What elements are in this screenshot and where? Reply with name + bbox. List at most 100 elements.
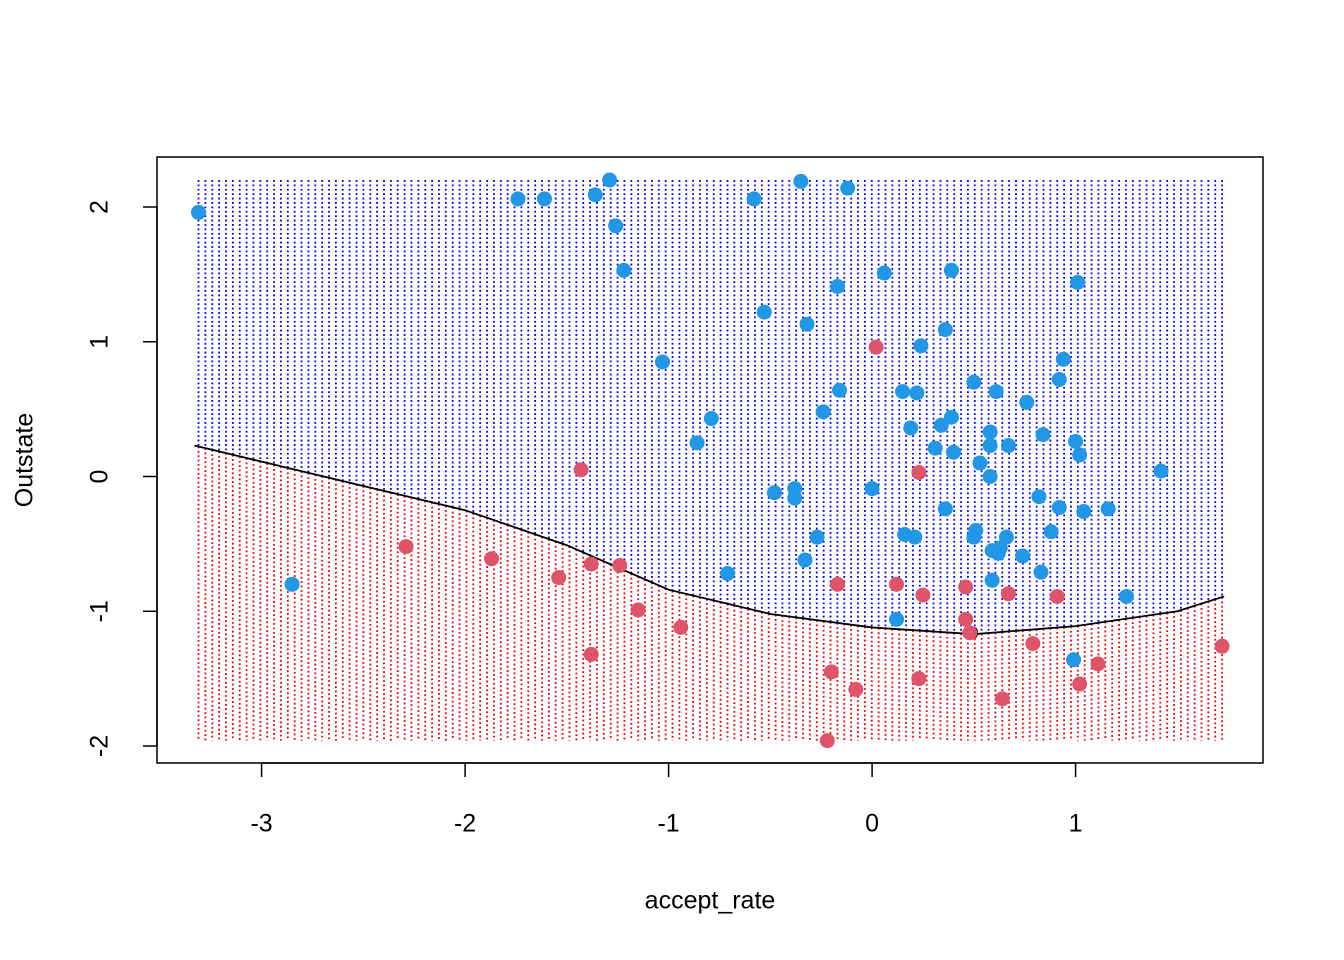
point — [984, 572, 1000, 588]
x-tick-label: -3 — [250, 810, 272, 838]
point — [746, 191, 762, 207]
point — [966, 374, 982, 390]
point — [799, 316, 815, 332]
point — [787, 490, 803, 506]
point — [907, 529, 923, 545]
point — [911, 464, 927, 480]
point — [797, 552, 813, 568]
point — [943, 409, 959, 425]
point — [573, 462, 589, 478]
point — [815, 404, 831, 420]
point — [484, 551, 500, 567]
point — [1072, 676, 1088, 692]
point — [943, 262, 959, 278]
point — [840, 180, 856, 196]
point — [1072, 447, 1088, 463]
decision-regions — [197, 180, 1223, 741]
point — [536, 191, 552, 207]
point — [915, 587, 931, 603]
point — [1015, 548, 1031, 564]
point — [962, 625, 978, 641]
y-axis-label: Outstate — [11, 413, 39, 508]
point — [1153, 463, 1169, 479]
point — [982, 424, 998, 440]
x-tick-label: -2 — [454, 810, 476, 838]
point — [1000, 586, 1016, 602]
point — [823, 664, 839, 680]
x-tick-label: 1 — [1069, 810, 1083, 838]
point — [1033, 564, 1049, 580]
point — [819, 733, 835, 749]
point — [756, 304, 772, 320]
point — [1214, 638, 1230, 654]
x-axis-label: accept_rate — [645, 887, 776, 915]
point — [583, 646, 599, 662]
point — [1031, 489, 1047, 505]
point — [848, 681, 864, 697]
point — [1051, 371, 1067, 387]
point — [587, 187, 603, 203]
point — [982, 438, 998, 454]
point — [551, 570, 567, 586]
x-tick-label: 0 — [865, 810, 879, 838]
point — [988, 384, 1004, 400]
point — [1000, 438, 1016, 454]
point — [927, 440, 943, 456]
point — [1049, 588, 1065, 604]
y-tick-label: -2 — [86, 735, 114, 757]
point — [911, 671, 927, 687]
point — [1025, 636, 1041, 652]
point — [1100, 501, 1116, 517]
point — [829, 576, 845, 592]
point — [809, 529, 825, 545]
point — [703, 411, 719, 427]
point — [1035, 427, 1051, 443]
point — [793, 173, 809, 189]
point — [1066, 652, 1082, 668]
point — [1055, 351, 1071, 367]
point — [937, 501, 953, 517]
point — [982, 469, 998, 485]
point — [994, 691, 1010, 707]
point — [903, 420, 919, 436]
point — [398, 539, 414, 555]
point — [1118, 588, 1134, 604]
point — [191, 204, 207, 220]
point — [968, 522, 984, 538]
point — [766, 485, 782, 501]
point — [654, 354, 670, 370]
point — [889, 576, 905, 592]
point — [972, 455, 988, 471]
y-tick-label: 0 — [86, 470, 114, 484]
point — [1043, 524, 1059, 540]
point — [832, 382, 848, 398]
point — [998, 529, 1014, 545]
point — [1019, 394, 1035, 410]
point — [937, 322, 953, 338]
point — [829, 279, 845, 295]
point — [889, 611, 905, 627]
point — [630, 602, 646, 618]
point — [510, 191, 526, 207]
point — [1070, 274, 1086, 290]
point — [909, 385, 925, 401]
y-tick-label: 2 — [86, 200, 114, 214]
point — [720, 566, 736, 582]
decision-boundary — [194, 444, 1225, 636]
point — [868, 339, 884, 355]
plot-frame — [156, 156, 1264, 764]
point — [864, 481, 880, 497]
y-tick-label: -1 — [86, 600, 114, 622]
point — [1076, 504, 1092, 520]
point — [689, 435, 705, 451]
point — [958, 579, 974, 595]
point — [913, 338, 929, 354]
point — [958, 611, 974, 627]
point — [583, 556, 599, 572]
point — [876, 265, 892, 281]
y-tick-label: 1 — [86, 335, 114, 349]
point — [895, 384, 911, 400]
point — [673, 619, 689, 635]
